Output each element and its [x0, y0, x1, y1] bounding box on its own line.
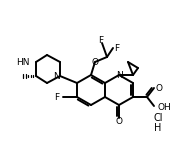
- Text: Cl: Cl: [153, 113, 163, 123]
- Text: HN: HN: [16, 57, 30, 67]
- Text: H: H: [154, 123, 162, 133]
- Text: N: N: [116, 71, 122, 80]
- Text: O: O: [156, 84, 163, 92]
- Text: F: F: [55, 92, 60, 101]
- Text: O: O: [115, 117, 122, 127]
- Text: O: O: [92, 57, 99, 67]
- Text: N: N: [53, 72, 59, 80]
- Text: OH: OH: [158, 103, 172, 112]
- Text: F: F: [98, 36, 104, 44]
- Text: F: F: [114, 44, 120, 52]
